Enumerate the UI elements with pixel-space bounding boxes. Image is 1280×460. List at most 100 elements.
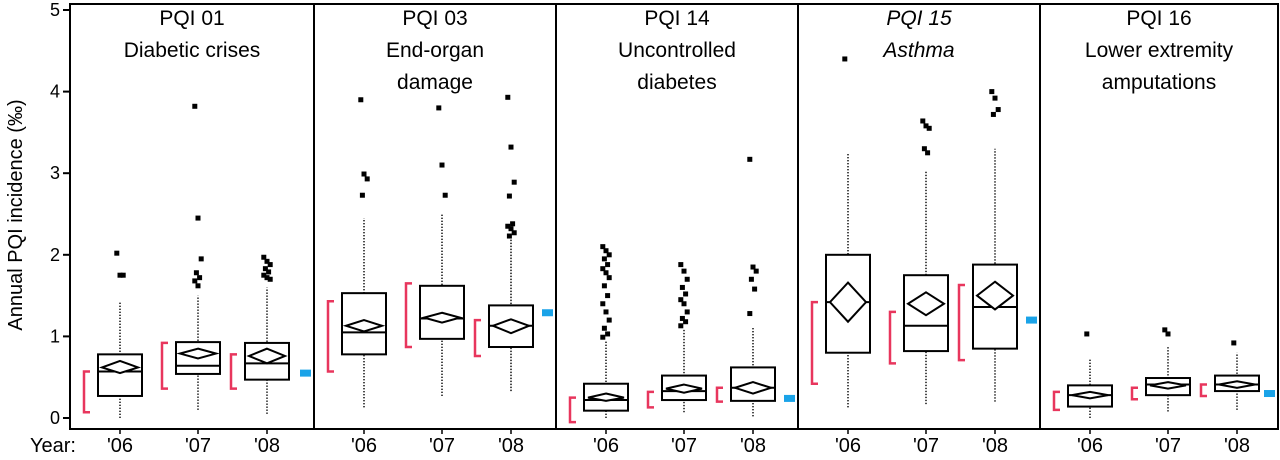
year-tick-label: '07 [913,435,939,457]
outlier-point [678,262,684,268]
outlier-point [262,266,268,272]
interval-bracket [957,283,965,362]
year-tick-label: '06 [107,435,133,457]
outlier-point [605,331,611,337]
outlier-point [606,317,612,323]
outlier-point [603,309,609,315]
outlier-point [195,215,201,221]
box-'07 [1130,327,1191,412]
outlier-point [114,250,120,256]
outlier-point [678,323,684,329]
outlier-point [990,111,996,117]
panel-5: PQI 16 Lower extremity amputations [1052,7,1275,418]
outlier-point [989,89,995,95]
outlier-point [605,262,611,268]
box-'06 [82,250,143,418]
outlier-point [920,118,926,124]
mean-diamond [731,381,775,395]
outlier-point [750,264,756,270]
panel-title-line: End-organ [386,39,484,62]
mean-diamond [176,347,220,360]
outlier-point [439,162,445,168]
y-tick-label: 2 [50,245,60,265]
outlier-point [606,252,612,258]
mean-diamond [420,311,464,324]
outlier-point [601,256,607,262]
outlier-point [264,258,270,264]
panel-title-line: Asthma [881,39,954,62]
year-tick-label: '08 [254,435,280,457]
box-'06 [326,97,387,408]
box-'06 [1052,331,1113,418]
outlier-point [195,283,201,289]
panel-1: PQI 01 Diabetic crises [82,7,311,418]
year-tick-label: '08 [1224,435,1250,457]
outlier-point [261,272,267,278]
interval-bracket [1052,390,1060,412]
box-'07 [888,118,949,405]
outlier-point [442,192,448,198]
mean-diamond [342,319,386,333]
panel-3: PQI 14 Uncontrolled diabetes [568,7,795,424]
outlier-point [747,156,753,162]
panel-2: PQI 03 End-organ damage [326,7,553,408]
outlier-point [505,223,511,229]
year-tick-label: '07 [185,435,211,457]
year-tick-label: '06 [593,435,619,457]
outlier-point [923,123,929,129]
outlier-point [601,325,607,331]
mean-diamond [1071,390,1109,400]
panel-title-line: PQI 03 [402,7,467,30]
panel-title-line: Diabetic crises [124,39,261,62]
outlier-point [364,176,370,182]
outlier-point [120,272,126,278]
panel-title-line: PQI 14 [644,7,710,30]
outlier-point [926,125,932,131]
outlier-point [681,301,687,307]
outlier-point [267,262,273,268]
outlier-point [679,315,685,321]
year-tick-label: '08 [982,435,1008,457]
outlier-point [506,193,512,199]
panel-title-line: diabetes [637,71,716,94]
outlier-point [264,275,270,281]
interval-bracket [810,300,818,385]
outlier-point [506,233,512,239]
outlier-point [359,192,365,198]
year-tick-label: '06 [1077,435,1103,457]
outlier-point [600,334,606,340]
interval-bracket [888,310,896,365]
mean-diamond [1149,381,1187,390]
reference-marker [1026,316,1037,324]
outlier-point [508,144,514,150]
outlier-point [436,105,442,111]
mean-diamond [828,281,868,324]
box-'06 [810,56,871,408]
year-tick-label: '06 [351,435,377,457]
outlier-point [197,275,203,281]
y-tick-label: 5 [50,0,60,20]
outlier-point [600,266,606,272]
iqr-box [730,366,776,402]
box-'08 [473,94,534,392]
interval-bracket [646,390,654,409]
interval-bracket [404,282,412,349]
mean-diamond [665,383,703,394]
year-tick-label: '07 [1155,435,1181,457]
outlier-point [601,283,607,289]
box-'07 [646,262,707,413]
reference-marker [1264,390,1275,398]
outlier-point [511,230,517,236]
iqr-box [175,341,221,375]
year-axis-label: Year: [30,435,76,457]
outlier-point [266,269,272,275]
box-'06 [568,244,629,424]
interval-bracket [1199,383,1207,398]
outlier-point [1165,331,1171,337]
year-tick-label: '08 [740,435,766,457]
outlier-point [683,291,689,297]
panels: PQI 01 Diabetic crises PQI 03 End-organ dama… [69,3,1279,430]
box-'08 [715,156,776,417]
outlier-point [1231,340,1237,346]
year-tick-label: '07 [671,435,697,457]
